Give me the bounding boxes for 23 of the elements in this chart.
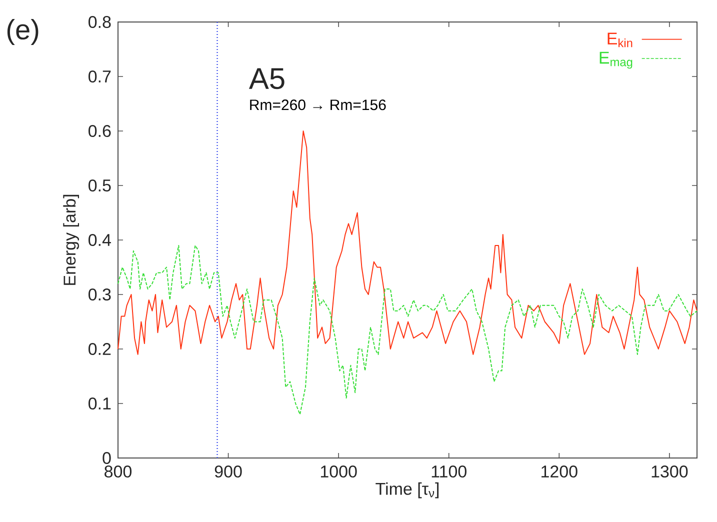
text: (e) xyxy=(7,18,38,46)
x-tick-label: 1100 xyxy=(432,466,466,478)
text: Rm=260 → Rm=156 xyxy=(250,100,386,110)
line-series xyxy=(118,130,698,355)
y-tick-label: 0.4 xyxy=(88,234,111,246)
x-axis-title: Time [τ$_{ν}$] xyxy=(376,482,439,498)
y-tick-label: 0.1 xyxy=(88,397,111,410)
x-tick-label: 800 xyxy=(104,466,132,478)
y-tick-label: 0.6 xyxy=(88,124,111,138)
y-axis-title: Energy [arb] xyxy=(63,194,80,285)
y-tick-label: 0.7 xyxy=(88,70,111,83)
y-tick-label: 0.2 xyxy=(88,342,111,356)
y-tick-label: 0 xyxy=(102,452,111,464)
legend-label: E$_{mag}$ xyxy=(600,52,632,69)
y-tick-label: 0.8 xyxy=(88,16,111,28)
legend-label: E$_{kin}$ xyxy=(608,32,632,48)
text: A5 xyxy=(248,68,284,90)
x-tick-label: 1200 xyxy=(542,466,578,478)
x-tick-label: 1300 xyxy=(652,466,688,478)
x-tick-label: 900 xyxy=(214,466,242,478)
y-tick-label: 0.3 xyxy=(88,288,111,301)
x-tick-label: 1000 xyxy=(320,466,357,478)
y-tick-label: 0.5 xyxy=(88,179,111,192)
